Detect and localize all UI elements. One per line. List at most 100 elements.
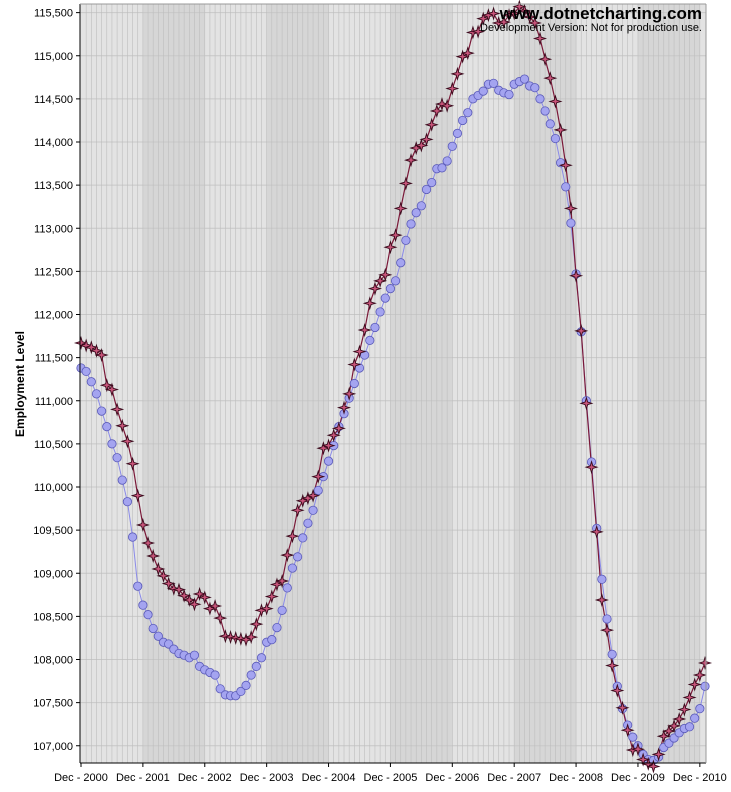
star-point: [486, 6, 501, 21]
star-point: [599, 623, 615, 638]
y-tick-label: 115,500: [34, 8, 73, 20]
star-point: [672, 711, 687, 727]
circle-point: [545, 119, 555, 129]
star-point: [563, 201, 578, 216]
y-axis-title: Employment Level: [13, 331, 27, 437]
y-tick-label: 110,000: [34, 482, 73, 494]
star-point: [306, 488, 321, 503]
star-point: [326, 428, 341, 443]
star-point: [512, 0, 527, 14]
star-point: [192, 586, 207, 602]
star-point: [342, 386, 357, 401]
x-axis-ticks: Dec - 2000 Dec - 2001 Dec - 2002 Dec - 2003…: [54, 763, 727, 784]
circle-point: [504, 89, 514, 100]
star-point: [620, 723, 635, 738]
star-point: [311, 469, 326, 484]
star-point: [213, 611, 228, 626]
star-point: [295, 493, 310, 508]
circle-point: [308, 505, 318, 515]
x-tick-label: Dec - 2007: [487, 772, 541, 784]
circle-point: [519, 74, 530, 84]
star-point: [434, 96, 450, 112]
circle-point: [550, 133, 561, 144]
circle-point: [437, 163, 447, 173]
x-tick-label: Dec - 2003: [240, 772, 294, 784]
star-point: [187, 597, 202, 612]
circle-point: [287, 563, 298, 573]
circle-point: [349, 378, 359, 389]
circle-point: [215, 684, 225, 694]
star-point: [89, 343, 104, 358]
circle-point: [241, 680, 251, 690]
y-tick-label: 109,500: [33, 525, 73, 537]
x-tick-label: Dec - 2010: [673, 772, 727, 784]
circle-point: [365, 335, 375, 345]
watermark-note: Development Version: Not for production …: [480, 22, 702, 34]
circle-point: [478, 86, 488, 96]
circle-point: [292, 552, 303, 562]
circle-point: [298, 533, 308, 543]
circle-point: [463, 108, 473, 118]
circle-point: [81, 366, 91, 377]
star-point: [223, 630, 238, 645]
star-point: [630, 742, 646, 757]
star-point: [120, 434, 135, 449]
star-point: [110, 402, 125, 417]
star-point: [398, 176, 413, 191]
y-tick-label: 112,000: [34, 310, 73, 322]
star-point: [249, 617, 264, 632]
star-point: [440, 98, 455, 113]
star-point: [496, 15, 511, 30]
star-point: [156, 568, 171, 583]
star-point: [233, 631, 248, 646]
star-point: [584, 460, 599, 475]
star-point: [99, 378, 114, 393]
circle-point: [86, 377, 96, 387]
circle-point: [246, 670, 256, 680]
star-point: [275, 573, 290, 589]
star-point: [321, 438, 336, 453]
star-point: [610, 683, 625, 698]
circle-point: [107, 439, 117, 449]
star-point: [692, 667, 707, 683]
y-tick-label: 111,500: [35, 353, 73, 365]
star-point: [646, 759, 661, 774]
circle-point: [143, 610, 153, 620]
star-point: [476, 11, 491, 26]
star-point: [135, 517, 150, 533]
star-point: [130, 488, 145, 503]
star-point: [527, 15, 542, 31]
circle-point: [380, 293, 390, 303]
y-tick-label: 107,500: [33, 698, 73, 710]
circle-point: [370, 322, 380, 333]
star-point: [605, 658, 620, 673]
x-tick-label: Dec - 2009: [611, 772, 665, 784]
star-point: [677, 702, 692, 717]
star-point: [146, 548, 161, 564]
circle-point: [102, 422, 112, 432]
circle-point: [323, 456, 334, 466]
circle-point: [138, 600, 148, 610]
star-point: [285, 529, 300, 544]
y-axis-ticks: 107,000 107,500 108,000 108,500 109,000 109,5…: [33, 8, 80, 753]
star-point: [548, 94, 563, 109]
circle-point: [421, 184, 432, 195]
circle-point: [303, 518, 313, 528]
y-tick-label: 110,500: [34, 439, 73, 451]
star-point: [373, 273, 388, 288]
star-point: [125, 456, 140, 471]
circle-point: [313, 485, 323, 496]
circle-point: [133, 581, 143, 591]
star-point: [455, 49, 470, 64]
circle-point: [97, 406, 107, 416]
x-tick-label: Dec - 2000: [54, 772, 108, 784]
circle-point: [277, 605, 287, 615]
star-point: [73, 335, 89, 351]
x-tick-label: Dec - 2006: [425, 772, 479, 784]
circle-point: [602, 614, 612, 624]
star-point: [615, 700, 630, 715]
watermark-url: www.dotnetcharting.com: [499, 4, 702, 23]
star-point: [264, 589, 279, 604]
star-point: [419, 132, 434, 147]
circle-point: [406, 219, 416, 229]
